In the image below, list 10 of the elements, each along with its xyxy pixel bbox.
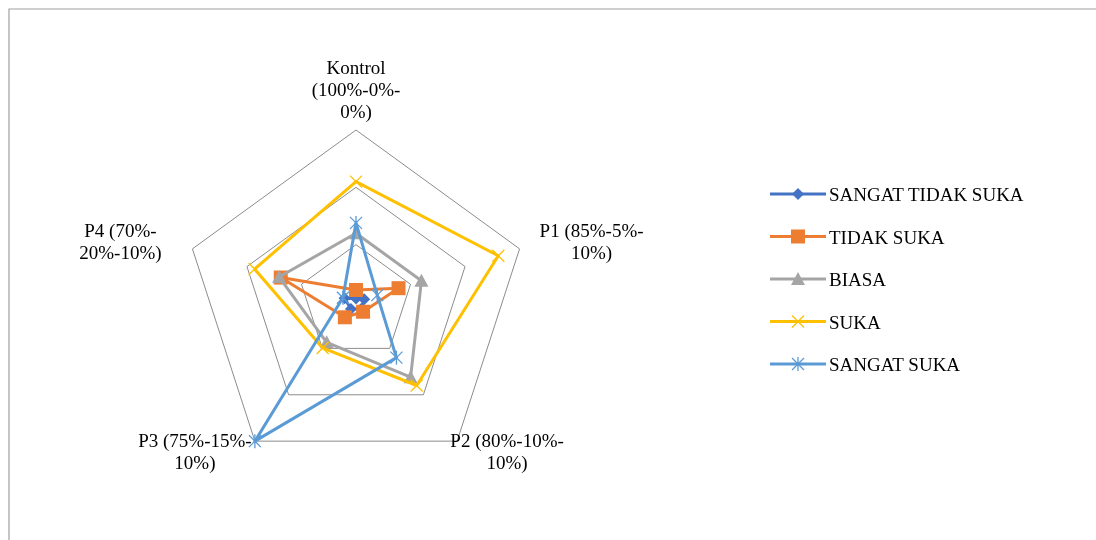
legend-label: SANGAT SUKA bbox=[829, 354, 961, 375]
spoke-label: P4 (70%-20%-10%) bbox=[79, 219, 162, 264]
spoke-label: P3 (75%-15%-10%) bbox=[138, 430, 252, 475]
legend-label: TIDAK SUKA bbox=[829, 226, 945, 248]
legend-label: SUKA bbox=[829, 311, 882, 333]
spoke-label: Kontrol (100%-0%-0%) bbox=[311, 57, 401, 123]
legend-label: SANGAT TIDAK SUKA bbox=[829, 184, 1024, 205]
spoke-label: P1 (85%-5%-10%) bbox=[539, 219, 644, 264]
spoke-label: P2 (80%-10%-10%) bbox=[450, 430, 564, 475]
legend-label: BIASA bbox=[829, 269, 887, 290]
